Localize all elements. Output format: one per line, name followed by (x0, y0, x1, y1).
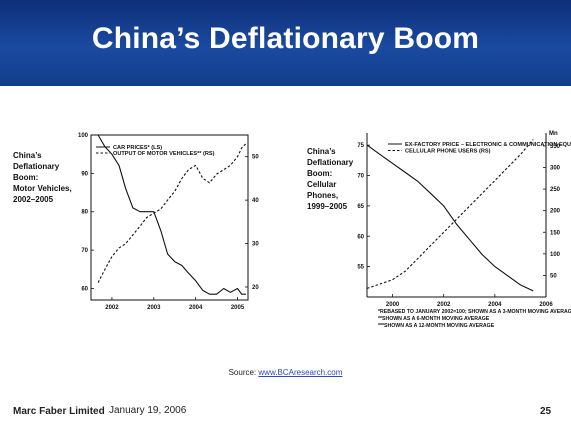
footnote-3: ***SHOWN AS A 12-MONTH MOVING AVERAGE (378, 323, 495, 329)
right-tick-label: 20 (252, 285, 259, 291)
series-line-2 (366, 139, 534, 289)
left-tick-label: 60 (81, 286, 88, 292)
page-number: 25 (540, 406, 552, 417)
x-tick-label: 2006 (539, 302, 553, 308)
left-tick-label: 55 (357, 265, 364, 271)
chart-1-group (90, 134, 249, 301)
x-tick-label: 2000 (386, 302, 400, 308)
left-tick-label: 70 (81, 248, 88, 254)
left-tick-label: 60 (357, 234, 364, 240)
source-line: Source: www.BCAresearch.com (0, 368, 571, 377)
right-tick-label: 300 (550, 166, 561, 172)
footer-date: January 19, 2006 (109, 405, 187, 416)
plot-frame (90, 134, 249, 301)
footnote-1: *REBASED TO JANUARY 2002=100; SHOWN AS A… (378, 309, 571, 315)
x-tick-label: 2004 (189, 305, 203, 311)
left-tick-label: 80 (81, 210, 88, 216)
series-line-1 (97, 134, 246, 295)
title-banner (0, 0, 571, 86)
right-tick-label: 200 (550, 209, 561, 215)
right-tick-label: 40 (252, 198, 259, 204)
right-tick-label: 100 (550, 252, 561, 258)
chart-2-group: Mn (366, 131, 558, 298)
footnote-2: **SHOWN AS A 6-MONTH MOVING AVERAGE (378, 316, 490, 322)
left-tick-label: 90 (81, 171, 88, 177)
slide-title: China’s Deflationary Boom (91, 22, 480, 55)
right-tick-label: 50 (550, 273, 557, 279)
x-tick-label: 2002 (105, 305, 119, 311)
axis-unit-label: Mn (549, 131, 558, 137)
left-tick-label: 100 (78, 133, 89, 139)
source-link[interactable]: www.BCAresearch.com (258, 368, 343, 377)
right-tick-label: 50 (252, 155, 259, 161)
chart-caption-motor-vehicles: China’s Deflationary Boom: Motor Vehicle… (13, 151, 72, 204)
x-tick-label: 2004 (488, 302, 502, 308)
legend-entry-1: CAR PRICES* (LS) (113, 145, 162, 151)
right-tick-label: 150 (550, 230, 561, 236)
right-tick-label: 350 (550, 144, 561, 150)
x-tick-label: 2003 (147, 305, 161, 311)
legend-entry-2: CELLULAR PHONE USERS (RS) (405, 149, 491, 155)
series-line-2 (97, 143, 247, 283)
right-tick-label: 250 (550, 187, 561, 193)
footer-company: Marc Faber Limited (13, 406, 105, 417)
right-tick-label: 30 (252, 242, 259, 248)
x-tick-label: 2005 (231, 305, 245, 311)
series-line-1 (366, 144, 534, 292)
legend-entry-2: OUTPUT OF MOTOR VEHICLES** (RS) (113, 151, 215, 157)
chart-caption-cellular-phones: China’s Deflationary Boom: Cellular Phon… (307, 147, 354, 211)
source-label: Source: (228, 368, 257, 377)
legend-entry-1: EX-FACTORY PRICE – ELECTRONIC & COMMUNIC… (405, 142, 571, 148)
x-tick-label: 2002 (437, 302, 451, 308)
